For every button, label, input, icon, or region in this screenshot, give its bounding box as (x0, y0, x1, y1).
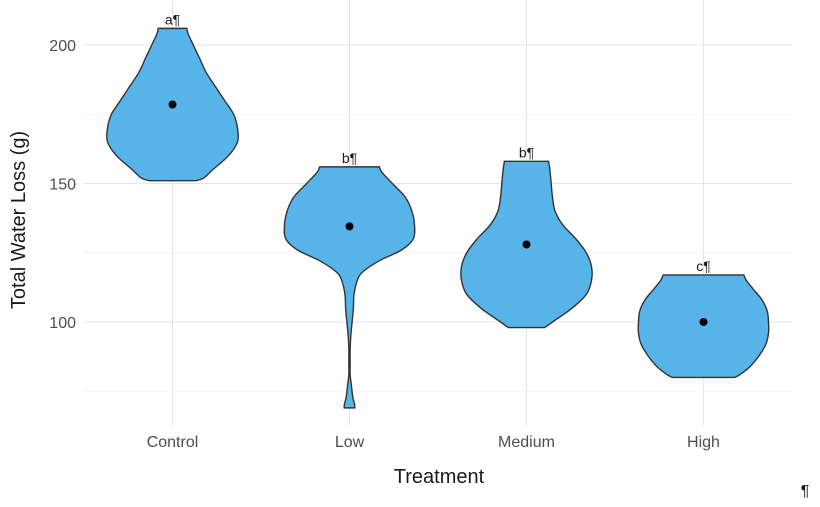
significance-label-low: b¶ (342, 150, 357, 166)
x-tick-label: Control (147, 434, 199, 451)
violin-low (283, 166, 416, 409)
y-tick-label: 200 (49, 38, 76, 55)
y-axis-title: Total Water Loss (g) (8, 131, 30, 309)
center-point-medium (522, 240, 531, 249)
center-point-low (345, 222, 354, 231)
center-point-control (168, 100, 177, 109)
significance-labels: a¶ b¶ b¶ c¶ (165, 11, 711, 274)
violin-group (105, 27, 770, 409)
y-tick-label: 100 (49, 315, 76, 332)
y-tick-label: 150 (49, 177, 76, 194)
center-point-high (699, 318, 708, 326)
x-tick-label: Medium (498, 434, 555, 451)
y-axis-ticks: 100 150 200 (49, 38, 76, 332)
center-points (168, 100, 708, 326)
corner-mark: ¶ (801, 483, 810, 500)
significance-label-medium: b¶ (519, 144, 534, 160)
x-axis-title: Treatment (394, 466, 485, 488)
significance-label-control: a¶ (165, 11, 180, 27)
x-tick-label: Low (335, 434, 365, 451)
x-axis-ticks: Control Low Medium High (147, 434, 720, 451)
x-tick-label: High (687, 434, 720, 451)
violin-high (637, 274, 770, 379)
significance-label-high: c¶ (696, 258, 711, 274)
